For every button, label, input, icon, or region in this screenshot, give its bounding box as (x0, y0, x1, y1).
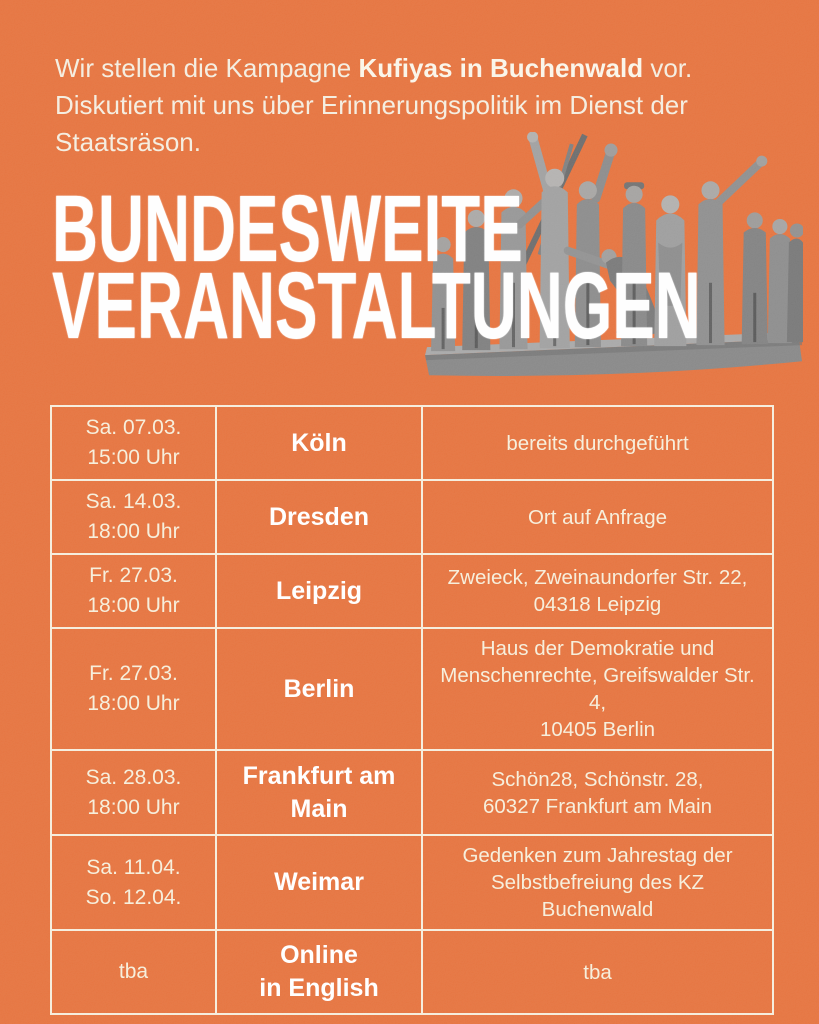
cell-line: Schön28, Schönstr. 28, (491, 767, 704, 791)
event-row: Fr. 27.03. 18:00 Uhr Berlin Haus der Demo… (50, 627, 774, 751)
event-date-cell: Fr. 27.03. 18:00 Uhr (50, 553, 217, 629)
event-info-cell: Schön28, Schönstr. 28, 60327 Frankfurt am… (421, 749, 774, 836)
cell-line: Haus der Demokratie und (480, 637, 715, 660)
cell-line: Ort auf Anfrage (527, 505, 668, 529)
cell-line: Weimar (274, 868, 364, 896)
event-city-cell: Online in English (215, 929, 423, 1015)
event-date-cell: Sa. 07.03. 15:00 Uhr (50, 405, 217, 481)
cell-line: Gedenken zum Jahrestag der (462, 844, 733, 867)
event-row: Sa. 07.03. 15:00 Uhr Köln bereits durchge… (50, 405, 774, 481)
page-title: BUNDESWEITE VERANSTALTUNGEN (52, 181, 701, 359)
cell-line: 18:00 Uhr (87, 594, 180, 617)
event-city-cell: Leipzig (215, 553, 423, 629)
cell-line: So. 12.04. (85, 885, 182, 909)
cell-line: 04318 Leipzig (533, 593, 662, 616)
event-city-cell: Köln (215, 405, 423, 481)
event-row: Sa. 14.03. 18:00 Uhr Dresden Ort auf Anfr… (50, 479, 774, 555)
event-date-cell: Sa. 14.03. 18:00 Uhr (50, 479, 217, 555)
cell-line: Online (280, 941, 358, 969)
event-city-cell: Berlin (215, 627, 423, 751)
cell-line: tba (118, 960, 149, 983)
cell-line: 60327 Frankfurt am Main (482, 794, 713, 818)
campaign-name: Kufiyas in Buchenwald (358, 53, 644, 83)
event-info-cell: Gedenken zum Jahrestag der Selbstbefreiun… (421, 834, 774, 931)
cell-line: 10405 Berlin (539, 718, 656, 741)
event-info-cell: tba (421, 929, 774, 1015)
intro-line-1: Wir stellen die Kampagne Kufiyas in Buch… (55, 50, 785, 87)
event-info-cell: Zweieck, Zweinaundorfer Str. 22, 04318 Le… (421, 553, 774, 629)
event-info-cell: Haus der Demokratie und Menschenrechte, G… (421, 627, 774, 751)
events-table: Sa. 07.03. 15:00 Uhr Köln bereits durchge… (50, 405, 774, 1015)
cell-line: 18:00 Uhr (87, 795, 180, 819)
event-row: tba Online in English tba (50, 929, 774, 1015)
intro-line-2: Diskutiert mit uns über Erinnerungspolit… (55, 90, 688, 120)
event-info-cell: Ort auf Anfrage (421, 479, 774, 555)
page-title-line-2: VERANSTALTUNGEN (52, 252, 701, 359)
cell-line: 18:00 Uhr (87, 692, 180, 715)
cell-line: tba (583, 960, 612, 984)
cell-line: Fr. 27.03. (89, 564, 178, 587)
cell-line: 15:00 Uhr (87, 446, 180, 469)
event-city-cell: Frankfurt am Main (215, 749, 423, 836)
cell-line: Berlin (283, 674, 355, 703)
cell-line: Leipzig (275, 576, 363, 605)
event-city-cell: Dresden (215, 479, 423, 555)
event-date-cell: Sa. 11.04. So. 12.04. (50, 834, 217, 931)
cell-line: Selbstbefreiung des KZ Buchenwald (490, 871, 716, 921)
event-row: Sa. 28.03. 18:00 Uhr Frankfurt am Main Sch… (50, 749, 774, 836)
event-info-cell: bereits durchgeführt (421, 405, 774, 481)
intro-text: Wir stellen die Kampagne Kufiyas in Buch… (55, 50, 785, 161)
event-date-cell: Sa. 28.03. 18:00 Uhr (50, 749, 217, 836)
cell-line: 18:00 Uhr (87, 520, 180, 543)
event-row: Fr. 27.03. 18:00 Uhr Leipzig Zweieck, Zwe… (50, 553, 774, 629)
cell-line: Dresden (268, 502, 370, 531)
cell-line: Zweieck, Zweinaundorfer Str. 22, (447, 566, 748, 589)
cell-line: Sa. 14.03. (85, 490, 182, 513)
cell-line: bereits durchgeführt (506, 431, 689, 455)
cell-line: Main (290, 794, 348, 823)
event-date-cell: tba (50, 929, 217, 1015)
cell-line: in English (259, 974, 379, 1002)
intro-line-3: Staatsräson. (55, 127, 201, 157)
cell-line: Sa. 07.03. (85, 416, 182, 439)
cell-line: Fr. 27.03. (89, 662, 178, 685)
cell-line: Sa. 28.03. (85, 765, 182, 789)
intro-line1-post: vor. (643, 53, 693, 83)
event-city-cell: Weimar (215, 834, 423, 931)
intro-line1-pre: Wir stellen die Kampagne (55, 53, 359, 83)
event-row: Sa. 11.04. So. 12.04. Weimar Gedenken zum… (50, 834, 774, 931)
event-date-cell: Fr. 27.03. 18:00 Uhr (50, 627, 217, 751)
cell-line: Sa. 11.04. (86, 855, 181, 879)
cell-line: Köln (291, 428, 347, 457)
cell-line: Menschenrechte, Greifswalder Str. 4, (440, 664, 761, 714)
cell-line: Frankfurt am (242, 761, 396, 790)
